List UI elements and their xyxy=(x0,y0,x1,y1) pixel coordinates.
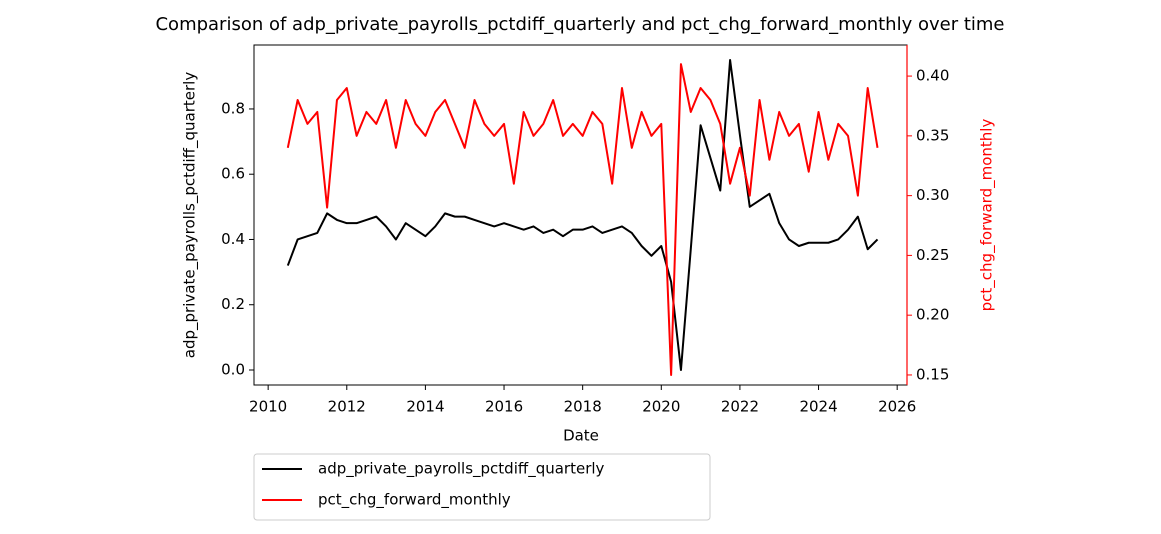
legend-label: adp_private_payrolls_pctdiff_quarterly xyxy=(318,460,605,479)
legend-box xyxy=(253,453,711,521)
y-tick-label: 0.0 xyxy=(221,360,245,378)
y2-tick-label: 0.25 xyxy=(916,246,949,264)
x-tick-label: 2010 xyxy=(249,398,287,416)
x-tick-label: 2024 xyxy=(799,398,837,416)
y-tick-label: 0.6 xyxy=(221,165,245,183)
x-tick-label: 2014 xyxy=(406,398,444,416)
y2-tick-label: 0.15 xyxy=(916,365,949,383)
x-tick-label: 2018 xyxy=(564,398,602,416)
x-tick-label: 2012 xyxy=(328,398,366,416)
chart-title: Comparison of adp_private_payrolls_pctdi… xyxy=(155,14,1004,35)
x-tick-label: 2020 xyxy=(642,398,680,416)
y-tick-label: 0.2 xyxy=(221,295,245,313)
y2-tick-label: 0.20 xyxy=(916,306,949,324)
y2-axis-label: pct_chg_forward_monthly xyxy=(978,119,997,312)
series-line xyxy=(286,63,879,376)
y-tick-label: 0.8 xyxy=(221,99,245,117)
x-tick-label: 2016 xyxy=(485,398,523,416)
y-tick-label: 0.4 xyxy=(221,230,245,248)
x-tick-label: 2026 xyxy=(878,398,916,416)
x-tick-label: 2022 xyxy=(721,398,759,416)
x-axis-label: Date xyxy=(563,427,599,445)
plot-frame xyxy=(253,44,908,386)
y2-tick-label: 0.30 xyxy=(916,186,949,204)
y-axis-label: adp_private_payrolls_pctdiff_quarterly xyxy=(181,72,200,359)
y2-tick-label: 0.40 xyxy=(916,67,949,85)
legend-label: pct_chg_forward_monthly xyxy=(318,491,511,510)
series-line xyxy=(286,59,879,371)
y2-tick-label: 0.35 xyxy=(916,126,949,144)
